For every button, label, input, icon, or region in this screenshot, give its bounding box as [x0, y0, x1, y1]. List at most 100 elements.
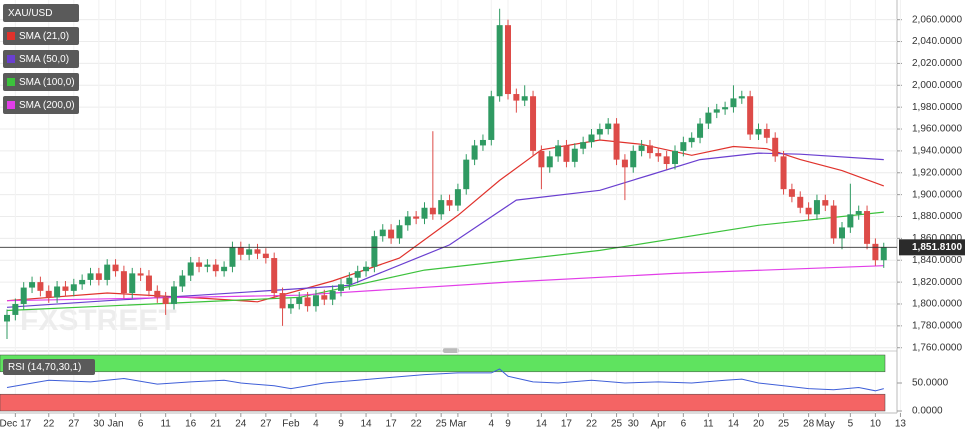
candle-body — [822, 200, 829, 206]
x-tick-label: 27 — [260, 419, 272, 430]
y-tick-label: 1,940.0000 — [912, 146, 962, 157]
legend-box — [3, 73, 79, 91]
candle-body — [747, 96, 754, 135]
candle-body — [713, 109, 720, 113]
y-tick-label: 50.0000 — [912, 378, 949, 389]
x-tick-label: 17 — [561, 419, 573, 430]
candle-body — [229, 247, 236, 267]
candle-body — [546, 156, 553, 168]
candle-body — [688, 137, 695, 143]
candle-body — [705, 112, 712, 124]
legend-swatch — [7, 32, 15, 40]
legend-box — [3, 96, 79, 114]
candle-body — [363, 266, 370, 272]
candle-body — [772, 137, 779, 157]
candle-body — [680, 142, 687, 151]
candle-body — [145, 275, 152, 291]
legend-label: SMA (50,0) — [19, 54, 69, 65]
x-tick-label: 11 — [703, 419, 714, 430]
y-tick-label: 2,020.0000 — [912, 58, 962, 69]
candle-body — [672, 150, 678, 165]
candle-body — [722, 107, 729, 110]
candle-body — [788, 189, 795, 197]
sma-line — [6, 211, 884, 312]
x-tick-label: 11 — [160, 419, 171, 430]
candle-body — [312, 295, 319, 307]
legend-label: XAU/USD — [8, 8, 52, 19]
legend-box — [3, 27, 79, 45]
legend-item[interactable]: XAU/USD — [3, 4, 79, 22]
candle-body — [563, 145, 570, 162]
legend-box — [3, 4, 79, 22]
candle-body — [797, 196, 804, 208]
candle-body — [880, 247, 887, 261]
candle-body — [388, 229, 395, 239]
last-price-box — [899, 239, 965, 256]
candle-body — [438, 200, 445, 215]
candle-body — [730, 98, 737, 108]
legend-box — [3, 359, 95, 375]
y-tick-label: 2,000.0000 — [912, 80, 962, 91]
legend-swatch — [7, 55, 15, 63]
candle-body — [137, 273, 144, 276]
candle-body — [304, 297, 311, 307]
candle-body — [54, 286, 61, 298]
candle-body — [621, 159, 628, 168]
candle-body — [404, 216, 411, 226]
candle-body — [630, 150, 637, 168]
candle-body — [646, 145, 653, 154]
x-tick-label: Dec 17 — [0, 419, 32, 430]
candle-body — [129, 273, 136, 294]
x-tick-label: 22 — [411, 419, 423, 430]
candle-body — [379, 229, 386, 237]
x-tick-label: 9 — [505, 419, 511, 430]
x-tick-label: 13 — [895, 419, 907, 430]
x-tick-label: 14 — [360, 419, 372, 430]
candle-body — [254, 249, 261, 254]
x-tick-label: 30 — [93, 419, 105, 430]
legend-label: SMA (21,0) — [19, 31, 69, 42]
legend-item[interactable]: SMA (21,0) — [3, 27, 79, 45]
candle-body — [70, 284, 77, 291]
candle-body — [471, 145, 478, 160]
y-tick-label: 1,800.0000 — [912, 299, 962, 310]
candle-body — [488, 96, 495, 140]
candle-body — [237, 247, 244, 255]
candle-body — [505, 25, 511, 95]
legend-item[interactable]: SMA (200,0) — [3, 96, 79, 114]
candle-body — [446, 200, 453, 206]
candle-body — [79, 279, 86, 285]
legend-item[interactable]: SMA (50,0) — [3, 50, 79, 68]
legend-item[interactable]: SMA (100,0) — [3, 73, 79, 91]
candle-body — [154, 290, 161, 298]
candle-body — [580, 142, 587, 149]
candle-body — [738, 96, 745, 99]
candle-body — [321, 295, 328, 300]
candle-body — [187, 262, 194, 276]
y-tick-label: 1,880.0000 — [912, 211, 962, 222]
candle-body — [555, 145, 562, 157]
x-tick-label: Jan — [107, 419, 123, 430]
candle-body — [663, 156, 670, 165]
candle-body — [246, 249, 253, 255]
y-tick-label: 1,780.0000 — [912, 320, 962, 331]
y-tick-label: 1,920.0000 — [912, 167, 962, 178]
candle-body — [596, 129, 603, 135]
candle-body — [346, 277, 353, 285]
candle-body — [755, 129, 762, 135]
legend-label: RSI (14,70,30,1) — [8, 362, 81, 373]
x-tick-label: 22 — [43, 419, 55, 430]
rsi-band — [0, 393, 886, 412]
x-tick-label: 16 — [185, 419, 197, 430]
pane-handle[interactable] — [443, 348, 459, 353]
watermark: FXSTREET — [20, 304, 177, 337]
legend-item[interactable]: RSI (14,70,30,1) — [3, 359, 95, 375]
candle-body — [354, 271, 361, 278]
candle-body — [763, 129, 770, 138]
x-tick-label: Apr — [651, 419, 667, 430]
candle-body — [45, 290, 52, 298]
candle-body — [780, 156, 787, 190]
candle-body — [62, 286, 69, 291]
x-tick-label: 30 — [628, 419, 640, 430]
